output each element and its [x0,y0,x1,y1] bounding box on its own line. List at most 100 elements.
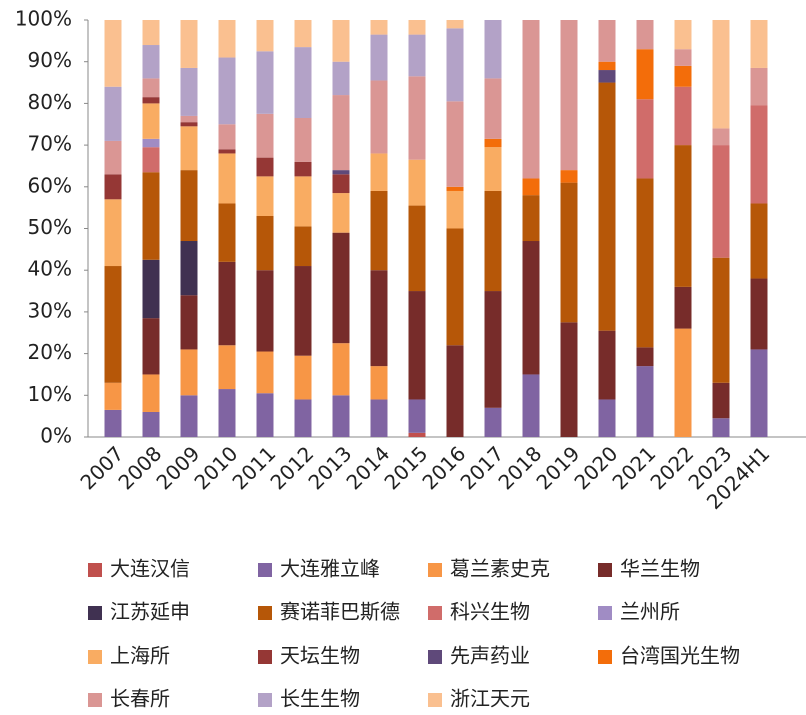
bar-segment [712,20,730,129]
bar-segment [332,395,350,437]
legend-swatch [258,563,272,577]
bar-segment [712,145,730,258]
bar-segment [294,266,312,356]
bar-segment [256,157,274,177]
bar-segment [104,174,122,200]
bar-segment [408,399,426,433]
bar-segment [598,82,616,331]
bar-segment [218,345,236,390]
bar-segment [256,176,274,216]
x-tick-label: 2009 [151,441,204,494]
x-tick-label: 2011 [227,441,280,494]
bar-segment [446,28,464,102]
bar-segment [142,20,160,46]
bar-segment [104,382,122,410]
legend-label: 兰州所 [620,600,680,624]
bar-segment [370,190,388,271]
bar-segment [750,20,768,68]
bar-segment [256,351,274,394]
bar-segment [256,20,274,52]
bar-segment [180,20,198,68]
y-tick-label: 30% [28,298,72,322]
bar-segment [294,20,312,48]
bar-segment [674,286,692,329]
bar-segment [408,20,426,35]
legend-label: 赛诺菲巴斯德 [280,600,400,624]
bar-segment [142,138,160,148]
bar-segment [750,203,768,279]
bar-segment [104,140,122,175]
bar-segment [332,174,350,194]
bar-segment [104,409,122,437]
bar-segment [180,241,198,296]
legend-swatch [428,606,442,620]
bar-segment [370,399,388,437]
y-tick-label: 60% [28,173,72,197]
bar-segment [484,138,502,148]
bar-segment [218,261,236,346]
bar-segment [370,20,388,35]
bar-segment [750,278,768,350]
x-tick-label: 2017 [455,441,508,494]
x-tick-label: 2022 [645,441,698,494]
bar-segment [256,270,274,352]
bar-segment [674,20,692,50]
legend-label: 上海所 [110,644,170,668]
bar-segment [142,103,160,139]
bar-segment [256,393,274,437]
bar-segment [560,170,578,183]
bar-segment [180,126,198,171]
legend-label: 长春所 [110,687,170,711]
bar-segment [180,295,198,350]
bar-segment [332,61,350,96]
bar-segment [332,20,350,62]
bar-segment [446,345,464,437]
bar-segment [370,366,388,400]
bar-segment [142,78,160,98]
bar-segment [256,51,274,114]
bar-segment [674,49,692,66]
bar-segment [142,147,160,173]
bar-segment [332,193,350,233]
bar-segment [408,205,426,292]
legend-swatch [258,650,272,664]
bar-segment [142,318,160,375]
bar-segment [256,113,274,158]
bar-segment [446,186,464,191]
bar-segment [294,355,312,400]
bar-segment [104,266,122,383]
bar-segment [598,61,616,71]
legend-swatch [428,563,442,577]
bar-segment [522,374,540,437]
y-tick-label: 40% [28,257,72,281]
bar-segment [408,76,426,160]
legend-label: 科兴生物 [450,600,530,624]
x-tick-label: 2012 [265,441,318,494]
bar-segment [560,182,578,323]
bar-segment [522,195,540,242]
x-tick-label: 2014 [341,441,394,494]
x-tick-label: 2020 [569,441,622,494]
bar-segment [218,124,236,150]
bar-segment [484,147,502,191]
x-tick-label: 2008 [113,441,166,494]
bar-segment [750,67,768,106]
legend-swatch [598,650,612,664]
bar-segment [294,226,312,267]
bar-segment [446,228,464,346]
bar-segment [712,128,730,146]
bar-segment [712,382,730,419]
x-tick-label: 2007 [75,441,128,494]
bar-segment [674,86,692,146]
bar-segment [522,20,540,179]
bar-segment [484,190,502,292]
bar-segment [142,172,160,260]
legend-label: 浙江天元 [450,687,530,711]
bar-segment [332,170,350,175]
bar-segment [294,47,312,118]
bar-segment [142,259,160,319]
legend-label: 葛兰素史克 [450,557,550,581]
legend-label: 台湾国光生物 [620,644,740,668]
bar-segment [218,389,236,437]
bar-segment [408,34,426,77]
